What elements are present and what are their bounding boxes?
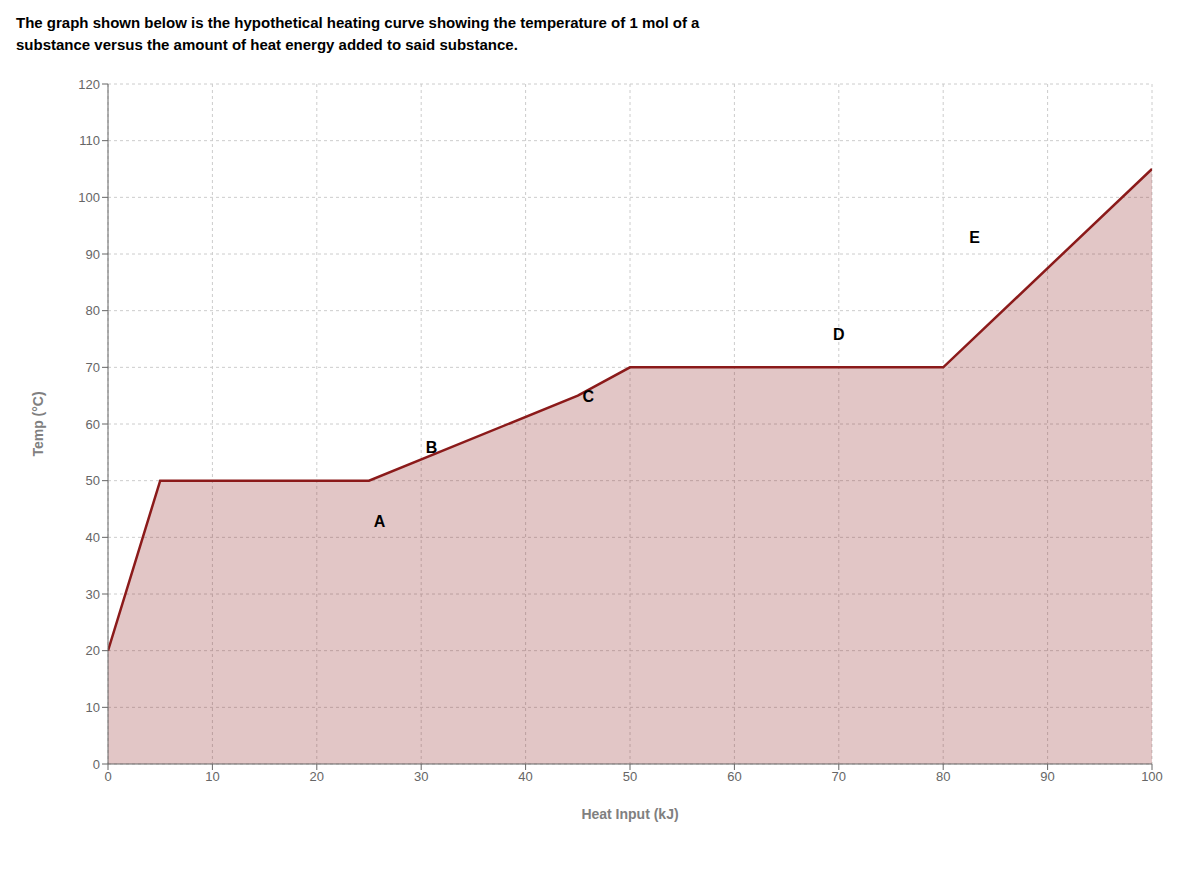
svg-text:20: 20 <box>310 769 324 784</box>
svg-text:Temp (°C): Temp (°C) <box>30 391 46 456</box>
svg-text:70: 70 <box>86 360 100 375</box>
svg-text:E: E <box>969 229 980 246</box>
svg-text:90: 90 <box>86 247 100 262</box>
svg-text:0: 0 <box>104 769 111 784</box>
svg-text:C: C <box>582 388 594 405</box>
svg-text:90: 90 <box>1040 769 1054 784</box>
svg-text:10: 10 <box>205 769 219 784</box>
svg-text:D: D <box>833 326 845 343</box>
svg-text:80: 80 <box>936 769 950 784</box>
svg-text:110: 110 <box>79 133 100 148</box>
svg-text:10: 10 <box>86 700 100 715</box>
svg-text:120: 120 <box>78 77 100 92</box>
svg-text:20: 20 <box>86 643 100 658</box>
svg-text:30: 30 <box>86 587 100 602</box>
svg-text:80: 80 <box>86 303 100 318</box>
svg-text:100: 100 <box>1141 769 1163 784</box>
svg-text:60: 60 <box>86 417 100 432</box>
svg-text:A: A <box>374 513 386 530</box>
html-text:The graph shown below is the h: The graph shown below is the hypothetica… <box>16 14 700 31</box>
svg-text:40: 40 <box>518 769 532 784</box>
svg-text:40: 40 <box>86 530 100 545</box>
svg-text:100: 100 <box>78 190 100 205</box>
svg-text:30: 30 <box>414 769 428 784</box>
svg-text:50: 50 <box>86 473 100 488</box>
svg-text:Heat Input (kJ): Heat Input (kJ) <box>581 806 678 822</box>
svg-text:0: 0 <box>93 757 100 772</box>
svg-text:60: 60 <box>727 769 741 784</box>
html-text:substance versus the amount of: substance versus the amount of heat ener… <box>16 36 518 53</box>
svg-text:50: 50 <box>623 769 637 784</box>
svg-text:70: 70 <box>832 769 846 784</box>
svg-text:B: B <box>426 439 438 456</box>
